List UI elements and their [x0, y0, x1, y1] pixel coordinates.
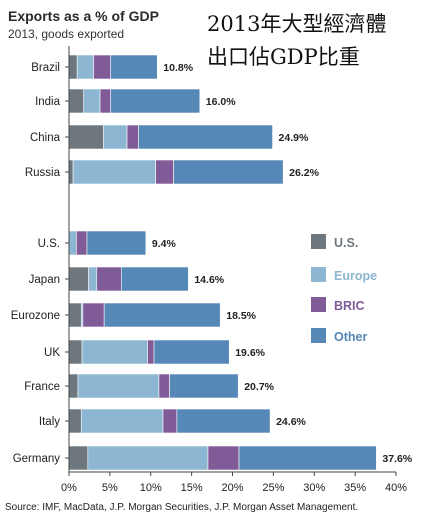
x-tick-label: 20%	[221, 482, 243, 494]
bar-segment-bric	[162, 408, 178, 434]
bar-segment-europe	[88, 266, 98, 292]
bar-segment-us	[68, 124, 104, 150]
total-label: 9.4%	[152, 238, 177, 250]
total-label: 16.0%	[206, 96, 236, 108]
bar-segment-bric	[99, 88, 111, 114]
total-label: 10.8%	[163, 62, 193, 74]
category-label: Russia	[25, 167, 61, 179]
category-label: UK	[44, 347, 60, 359]
x-tick-label: 25%	[262, 482, 284, 494]
total-label: 24.6%	[276, 416, 306, 428]
legend-swatch	[311, 328, 326, 343]
category-label: Brazil	[31, 62, 60, 74]
legend-label: Europe	[334, 269, 377, 283]
bar-segment-other	[176, 408, 271, 434]
total-label: 18.5%	[226, 310, 256, 322]
x-tick-label: 5%	[102, 482, 118, 494]
x-tick-label: 35%	[344, 482, 366, 494]
category-label: China	[30, 132, 61, 144]
category-label: Eurozone	[11, 310, 60, 322]
bar-segment-europe	[103, 124, 128, 150]
bar-segment-other	[86, 230, 147, 256]
total-label: 24.9%	[279, 132, 309, 144]
category-label: Germany	[13, 453, 61, 465]
total-label: 19.6%	[235, 347, 265, 359]
category-label: Japan	[29, 274, 60, 286]
bar-segment-other	[173, 159, 284, 185]
bar-segment-other	[153, 339, 230, 365]
x-tick-label: 40%	[385, 482, 407, 494]
total-label: 14.6%	[194, 274, 224, 286]
legend-label: BRIC	[334, 299, 365, 313]
category-label: Italy	[39, 416, 60, 428]
total-label: 37.6%	[382, 453, 412, 465]
x-tick-label: 0%	[61, 482, 77, 494]
bar-segment-bric	[158, 373, 170, 399]
bar-segment-bric	[82, 302, 105, 328]
bar-segment-europe	[72, 159, 156, 185]
chart-subtitle: 2013, goods exported	[8, 27, 124, 41]
total-label: 26.2%	[289, 167, 319, 179]
x-tick-label: 10%	[140, 482, 162, 494]
legend-swatch	[311, 234, 326, 249]
bar-segment-europe	[80, 408, 164, 434]
legend-label: U.S.	[334, 236, 358, 250]
bar-segment-europe	[68, 230, 77, 256]
bar-segment-bric	[147, 339, 155, 365]
bar-segment-us	[68, 445, 89, 471]
source-note: Source: IMF, MacData, J.P. Morgan Securi…	[5, 502, 358, 513]
category-label: India	[35, 96, 61, 108]
bar-segment-bric	[96, 266, 122, 292]
legend-label: Other	[334, 330, 367, 344]
bar-segment-europe	[83, 88, 101, 114]
x-tick-label: 30%	[303, 482, 325, 494]
bar-segment-us	[68, 266, 89, 292]
bar-segment-other	[169, 373, 239, 399]
bar-segment-europe	[77, 373, 160, 399]
bar-segment-bric	[93, 54, 111, 80]
bar-segment-bric	[207, 445, 240, 471]
bar-segment-bric	[155, 159, 174, 185]
bar-segment-us	[68, 159, 74, 185]
bar-segment-us	[68, 408, 82, 434]
bar-segment-europe	[81, 339, 148, 365]
bar-segment-other	[103, 302, 221, 328]
bar-segment-bric	[76, 230, 88, 256]
bar-segment-us	[68, 339, 83, 365]
bar-segment-bric	[126, 124, 139, 150]
bar-segment-other	[238, 445, 377, 471]
bar-segment-us	[68, 302, 82, 328]
bar-segment-us	[68, 88, 85, 114]
bar-segment-us	[68, 54, 78, 80]
legend-swatch	[311, 267, 326, 282]
total-label: 20.7%	[244, 381, 274, 393]
overlay-title-line1: 2013年大型經濟體	[207, 12, 386, 36]
category-label: U.S.	[38, 238, 60, 250]
category-label: France	[24, 381, 60, 393]
bar-segment-other	[138, 124, 273, 150]
bar-segment-other	[121, 266, 189, 292]
bar-segment-other	[110, 88, 201, 114]
bar-segment-other	[110, 54, 158, 80]
bar-segment-europe	[87, 445, 209, 471]
overlay-title-line2: 出口佔GDP比重	[207, 45, 360, 69]
bar-segment-europe	[76, 54, 94, 80]
x-tick-label: 15%	[181, 482, 203, 494]
legend-swatch	[311, 297, 326, 312]
bar-segment-us	[68, 373, 79, 399]
chart-title: Exports as a % of GDP	[8, 8, 159, 24]
